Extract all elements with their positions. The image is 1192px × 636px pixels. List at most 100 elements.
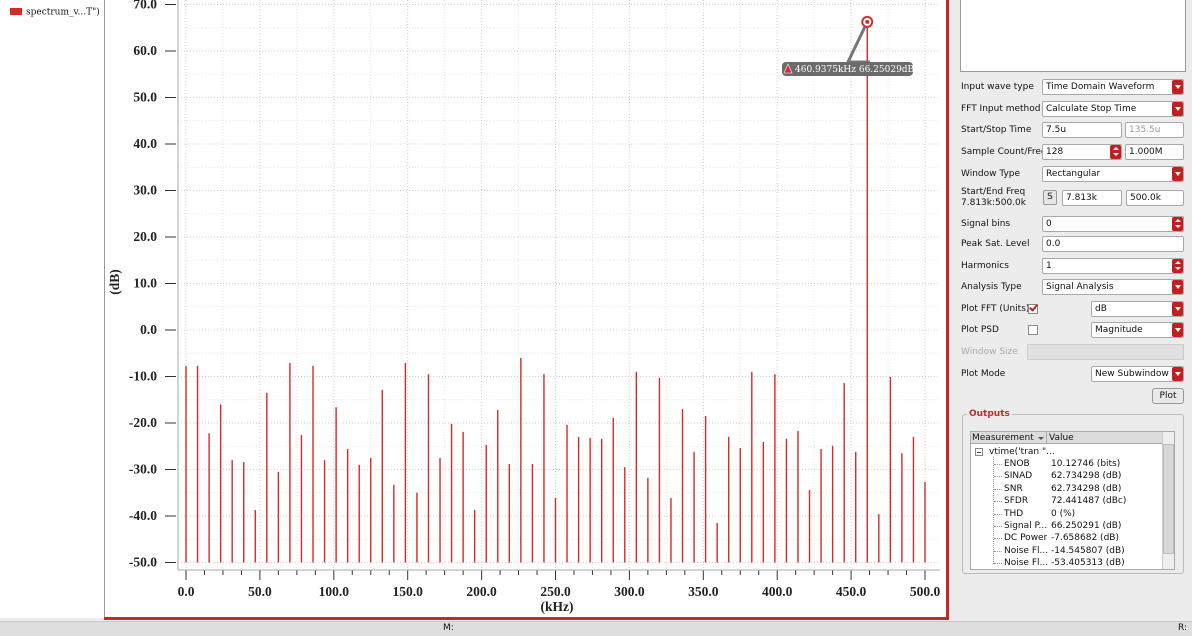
- field-label: Sample Count/Freq: [961, 147, 1047, 157]
- bar: [635, 371, 638, 563]
- measurement-value: -53.405313 (dB): [1051, 558, 1125, 569]
- dropdown[interactable]: Rectangular: [1042, 166, 1184, 182]
- checkbox[interactable]: [1028, 325, 1038, 335]
- column-header: Measurement: [972, 433, 1034, 443]
- y-tick-label: 0.0: [140, 322, 157, 337]
- tree-branch: [994, 476, 1002, 478]
- bar: [728, 436, 730, 563]
- bar: [751, 371, 753, 563]
- y-tick-label: -50.0: [129, 555, 157, 570]
- bar: [566, 424, 568, 563]
- dropdown-arrow[interactable]: [1172, 80, 1183, 94]
- field-label: Plot FFT (Units): [961, 304, 1030, 314]
- bar: [762, 442, 765, 563]
- measurement-name: Noise Fl...: [1004, 545, 1049, 556]
- bar: [243, 462, 245, 563]
- bar: [589, 437, 591, 563]
- measurement-name: SINAD: [1004, 471, 1033, 482]
- bar: [878, 514, 880, 563]
- text-input[interactable]: 7.5u: [1042, 122, 1122, 138]
- text-input[interactable]: 500.0k: [1126, 190, 1184, 206]
- measurement-name: Signal P...: [1004, 521, 1048, 531]
- legend-label: spectrum_v...T"): [26, 7, 100, 18]
- y-tick-label: -20.0: [129, 415, 157, 430]
- text-input[interactable]: 1: [1042, 258, 1184, 274]
- bar: [855, 451, 857, 563]
- bar: [739, 448, 741, 563]
- x-tick-label: 150.0: [393, 584, 424, 599]
- x-tick-label: 200.0: [466, 584, 497, 599]
- bar: [912, 436, 915, 563]
- dropdown[interactable]: Magnitude: [1091, 322, 1184, 338]
- field-label: Window Size: [961, 347, 1018, 357]
- checkbox[interactable]: [1028, 304, 1038, 314]
- measurement-value: 66.250291 (dB): [1051, 521, 1122, 531]
- column-divider: [1046, 432, 1047, 444]
- spin-box[interactable]: [1172, 259, 1183, 273]
- text-input[interactable]: 128: [1042, 144, 1122, 160]
- dropdown[interactable]: dB: [1091, 301, 1184, 317]
- dropdown-arrow[interactable]: [1172, 302, 1183, 316]
- tree-branch: [994, 550, 1002, 552]
- field-label: Peak Sat. Level: [961, 239, 1030, 249]
- table-header: [971, 432, 1162, 444]
- dropdown-arrow[interactable]: [1172, 367, 1183, 381]
- bar: [554, 497, 557, 563]
- y-tick-label: 30.0: [133, 183, 157, 198]
- bar: [462, 431, 464, 563]
- bar: [808, 489, 811, 563]
- text-input[interactable]: 0.0: [1042, 236, 1184, 252]
- tree-toggle-minus: [977, 452, 981, 453]
- bar: [831, 445, 834, 563]
- y-tick-label: -40.0: [129, 508, 157, 523]
- dropdown[interactable]: Signal Analysis: [1042, 279, 1184, 295]
- dropdown-arrow[interactable]: [1172, 167, 1183, 181]
- dropdown-arrow[interactable]: [1172, 280, 1183, 294]
- field-label: Analysis Type: [961, 282, 1022, 292]
- bar: [346, 449, 349, 563]
- preview-box: [960, 0, 1186, 72]
- tree-root: vtime('tran "...: [989, 447, 1055, 457]
- status-left: M:: [443, 623, 454, 633]
- spin-box[interactable]: [1110, 145, 1121, 159]
- annotation: 460.9375kHz 66.25029dB: [795, 65, 915, 75]
- measurement-name: SNR: [1004, 483, 1023, 494]
- dropdown[interactable]: Calculate Stop Time: [1042, 101, 1184, 117]
- disabled-input: [1027, 344, 1184, 360]
- bar: [370, 457, 372, 563]
- text-input[interactable]: 7.813k: [1062, 190, 1122, 206]
- text-input[interactable]: 0: [1042, 216, 1184, 232]
- group-box: [962, 414, 1184, 574]
- bar: [219, 404, 222, 563]
- y-tick-label: 50.0: [133, 90, 157, 105]
- bar: [266, 392, 268, 563]
- button[interactable]: S: [1043, 190, 1057, 205]
- tree-branch: [994, 563, 1002, 565]
- bar: [924, 482, 926, 563]
- dropdown-arrow[interactable]: [1172, 102, 1183, 116]
- spin-down: [1175, 225, 1181, 228]
- dropdown[interactable]: New Subwindow: [1091, 366, 1184, 382]
- text-input[interactable]: 135.5u: [1125, 122, 1184, 138]
- bar: [820, 449, 822, 563]
- bar: [439, 457, 441, 563]
- bar: [289, 363, 291, 563]
- y-tick-label: 60.0: [133, 43, 157, 58]
- bar: [543, 374, 545, 563]
- spin-up: [1113, 147, 1119, 150]
- measurement-name: Noise Fl...: [1004, 558, 1049, 569]
- text-input[interactable]: 1.000M: [1125, 144, 1184, 160]
- group-title: Outputs: [967, 409, 1012, 420]
- spin-box[interactable]: [1172, 217, 1183, 231]
- tree-branch: [994, 464, 1002, 465]
- field-label: Window Type: [961, 169, 1021, 179]
- legend-panel: [0, 0, 104, 618]
- spin-up: [1175, 219, 1181, 222]
- dropdown-arrow[interactable]: [1172, 323, 1183, 337]
- button[interactable]: Plot: [1152, 388, 1184, 404]
- dropdown[interactable]: Time Domain Waveform: [1042, 79, 1184, 95]
- bar: [612, 417, 614, 563]
- table: [970, 431, 1175, 570]
- y-axis-label: (dB): [107, 269, 122, 295]
